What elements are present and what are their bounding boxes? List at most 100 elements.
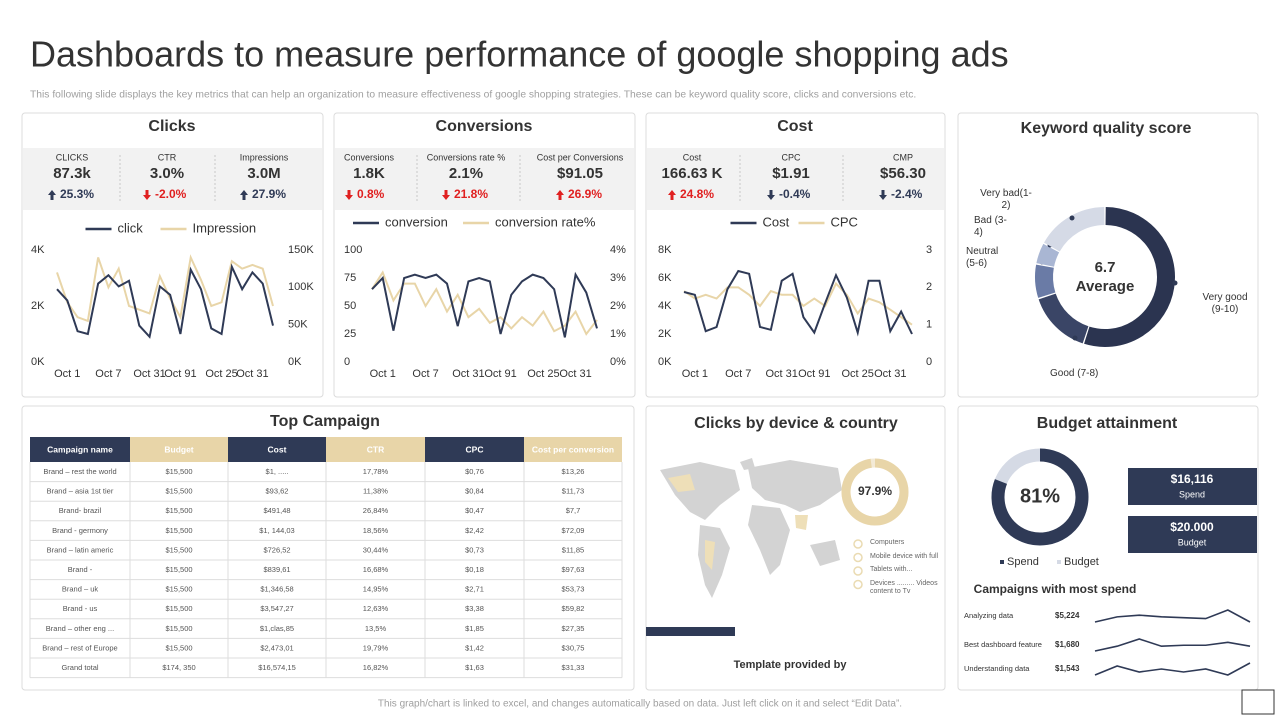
box-value: $16,116 — [1171, 472, 1214, 486]
table-header-cell — [228, 437, 326, 462]
budget-box — [1128, 516, 1257, 553]
y2-tick-label: 150K — [288, 244, 314, 256]
series-line — [56, 254, 274, 323]
kpi-label: CMP — [893, 152, 913, 162]
table-cell: Brand – rest the world — [43, 467, 116, 476]
trend-arrow — [442, 190, 450, 200]
legend-dot — [853, 579, 863, 590]
kpi-value: 166.63 K — [662, 165, 723, 182]
legend-dot — [853, 539, 863, 549]
table-cell: Brand- brazil — [59, 506, 102, 515]
table-cell: 19,79% — [363, 643, 389, 652]
table-header-cell — [326, 437, 425, 462]
table-cell: $16,574,15 — [258, 663, 296, 672]
center-value: 6.7 — [1095, 259, 1116, 276]
legend-label: Impression — [193, 220, 257, 235]
campaign-name: Understanding data — [964, 664, 1030, 673]
kpi-change: 21.8% — [454, 187, 488, 201]
x-tick-label: Oct 25 — [205, 368, 237, 380]
template-note: Template provided by — [734, 659, 848, 671]
table-header: CPC — [466, 444, 484, 454]
table-cell: Grand total — [61, 663, 98, 672]
table-cell: $2,473,01 — [260, 643, 293, 652]
kpi-value: 2.1% — [449, 165, 483, 182]
series-line — [371, 271, 598, 338]
table-cell: $0,76 — [465, 467, 484, 476]
table-cell: $31,33 — [562, 663, 585, 672]
table-cell: $97,63 — [562, 565, 585, 574]
kpi-value: 87.3k — [53, 165, 91, 182]
x-tick-label: Oct 7 — [725, 368, 751, 380]
table-header: Cost — [268, 444, 287, 454]
box-value: $20.000 — [1170, 520, 1214, 534]
y2-tick-label: 2 — [926, 281, 932, 293]
table-header: Cost per conversion — [532, 444, 614, 454]
series-line — [683, 269, 913, 337]
table-cell: $0,47 — [465, 506, 484, 515]
kpi-change: -0.4% — [779, 187, 811, 201]
subtitle: This following slide displays the key me… — [30, 90, 916, 101]
legend-label: Devices ......... Videos content to Tv — [870, 579, 938, 595]
table-cell: $93,62 — [266, 487, 289, 496]
kpi-change: 26.9% — [568, 187, 602, 201]
y-tick-label: 0K — [658, 356, 672, 368]
panel-title: Top Campaign — [270, 413, 380, 430]
y-tick-label: 4K — [31, 244, 45, 256]
table-cell: $1,63 — [465, 663, 484, 672]
trend-arrow — [767, 190, 775, 200]
kpi-value: $56.30 — [880, 165, 926, 182]
legend-swatch — [1000, 560, 1004, 564]
y2-tick-label: 0% — [610, 356, 626, 368]
table-cell: $15,500 — [165, 624, 192, 633]
table-cell: $53,73 — [562, 585, 585, 594]
legend-swatch — [1057, 560, 1061, 564]
kpi-value: $91.05 — [557, 165, 603, 182]
leader-dot — [1072, 335, 1078, 341]
table-cell: $0,18 — [465, 565, 484, 574]
box-label: Spend — [1179, 489, 1205, 499]
y-tick-label: 25 — [344, 328, 356, 340]
panel-title: Cost — [777, 118, 813, 135]
table-cell: 30,44% — [363, 545, 389, 554]
table-cell: $15,500 — [165, 545, 192, 554]
legend-label: Computers — [870, 539, 905, 546]
kpi-label: Conversions — [344, 152, 395, 162]
table-cell: $30,75 — [562, 643, 585, 652]
donut-segment — [1035, 264, 1056, 298]
table-cell: 16,68% — [363, 565, 389, 574]
y-tick-label: 2K — [31, 300, 45, 312]
table-cell: $15,500 — [165, 506, 192, 515]
table-cell: $726,52 — [263, 545, 290, 554]
campaign-name: Analyzing data — [964, 611, 1014, 620]
table-cell: $3,38 — [465, 604, 484, 613]
sparkline — [1094, 638, 1251, 652]
title: Dashboards to measure performance of goo… — [30, 34, 1009, 75]
x-tick-label: Oct 7 — [412, 368, 438, 380]
legend-label: Cost — [763, 214, 790, 229]
kpi-value: 1.8K — [353, 165, 385, 182]
table-cell: $15,500 — [165, 565, 192, 574]
table-cell: 12,63% — [363, 604, 389, 613]
table-cell: $15,500 — [165, 643, 192, 652]
table-cell: $11,73 — [562, 487, 584, 496]
accent-bar — [646, 627, 735, 636]
campaign-name: Best dashboard feature — [964, 640, 1042, 649]
kpi-value: $1.91 — [772, 165, 810, 182]
y2-tick-label: 0 — [926, 356, 932, 368]
table-cell: $15,500 — [165, 604, 192, 613]
donut-label: 97.9% — [858, 484, 892, 498]
panel-title: Budget attainment — [1037, 415, 1178, 432]
corner-box — [1241, 689, 1275, 715]
leader-dot — [1172, 280, 1178, 286]
y-tick-label: 2K — [658, 328, 672, 340]
y-tick-label: 8K — [658, 244, 672, 256]
kpi-change: -2.0% — [155, 187, 187, 201]
y-tick-label: 100 — [344, 244, 362, 256]
table-cell: $15,500 — [165, 585, 192, 594]
panel-title: Clicks — [148, 118, 195, 135]
trend-arrow — [668, 190, 676, 200]
table-cell: Brand – other eng ... — [46, 624, 114, 633]
table-cell: $72,09 — [562, 526, 585, 535]
y-tick-label: 75 — [344, 272, 356, 284]
